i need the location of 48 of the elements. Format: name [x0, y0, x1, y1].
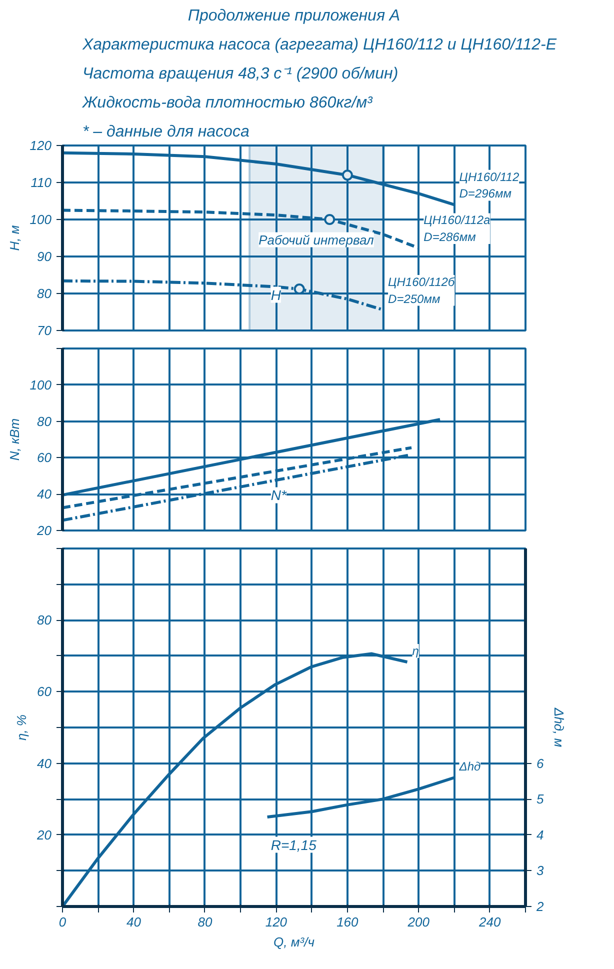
- y-tick-label: 100: [30, 377, 52, 392]
- y2-tick-label: 5: [536, 792, 544, 807]
- series-label: Δhд: [458, 760, 481, 774]
- x-tick-label: 160: [336, 914, 360, 930]
- y-tick-label: 40: [37, 486, 52, 502]
- text: Продолжение приложения А: [188, 8, 400, 24]
- y-tick-label: 60: [37, 684, 52, 700]
- x-axis-title: Q, м³/ч: [274, 934, 315, 950]
- y2-tick-label: 6: [536, 756, 544, 771]
- y-tick-label: 90: [37, 249, 52, 264]
- y-axis-title: N, кВт: [6, 418, 22, 461]
- y-tick-label: 20: [36, 827, 52, 842]
- x-tick-label: 40: [126, 914, 142, 930]
- y-tick-label: 120: [30, 138, 52, 153]
- band-label: Рабочий интервал: [258, 232, 375, 248]
- y-tick-label: 80: [37, 414, 52, 429]
- series-label: ЦН160/112 D=296мм: [459, 170, 520, 201]
- x-tick-label: 240: [478, 914, 502, 930]
- chart-title: Характеристика насоса (агрегата) ЦН160/112 и ЦН160/112-Е: [82, 36, 557, 54]
- series-label: η: [412, 644, 420, 658]
- y-axis-title: η, %: [14, 714, 30, 740]
- point: [342, 170, 353, 181]
- x-tick-label: 0: [58, 914, 67, 930]
- text: Жидкость-вода плотностью 860кг/м³: [82, 94, 374, 112]
- y-tick-label: 80: [37, 612, 52, 628]
- text: * – данные для насоса: [82, 124, 250, 140]
- y-tick-label: 110: [30, 175, 52, 190]
- y-tick-label: 70: [37, 323, 52, 338]
- series-label: ЦН160/112а D=286мм: [424, 213, 491, 244]
- y-tick-label: 40: [37, 756, 52, 771]
- y-tick-label: 20: [36, 523, 52, 538]
- y2-tick-label: 4: [536, 827, 544, 842]
- chart-subtitle: Частота вращения 48,3 с⁻¹ (2900 об/мин): [82, 66, 398, 82]
- annotation: N*: [270, 487, 287, 504]
- x-tick-label: 200: [406, 914, 430, 930]
- annotation: R=1,15: [270, 836, 317, 853]
- y-tick-label: 100: [30, 212, 52, 227]
- point: [324, 214, 336, 225]
- y-tick-label: 60: [37, 450, 52, 466]
- y2-axis-title: Δhд, м: [552, 706, 567, 748]
- line-series: [266, 776, 456, 818]
- x-tick-label: 120: [265, 914, 288, 930]
- x-tick-label: 80: [198, 914, 213, 930]
- y-axis-title: H, м: [6, 225, 22, 251]
- y2-tick-label: 3: [536, 863, 544, 878]
- y-tick-label: 80: [37, 286, 52, 301]
- y2-tick-label: 2: [536, 899, 544, 914]
- annotation: H: [270, 286, 282, 303]
